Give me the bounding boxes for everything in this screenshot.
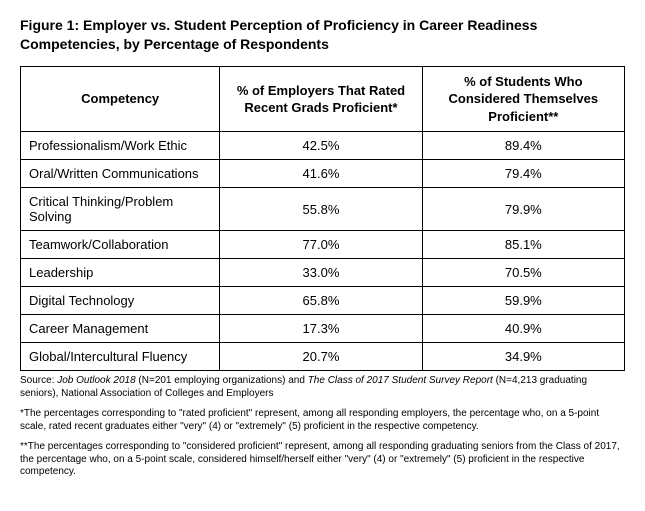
cell-employers: 55.8% [220, 188, 422, 231]
cell-employers: 42.5% [220, 132, 422, 160]
cell-competency: Career Management [21, 315, 220, 343]
cell-employers: 77.0% [220, 231, 422, 259]
source-ital-1: Job Outlook 2018 [57, 375, 138, 386]
cell-competency: Digital Technology [21, 287, 220, 315]
table-row: Leadership 33.0% 70.5% [21, 259, 625, 287]
cell-competency: Critical Thinking/Problem Solving [21, 188, 220, 231]
col-header-employers: % of Employers That Rated Recent Grads P… [220, 66, 422, 132]
col-header-competency: Competency [21, 66, 220, 132]
cell-employers: 65.8% [220, 287, 422, 315]
table-row: Digital Technology 65.8% 59.9% [21, 287, 625, 315]
cell-competency: Leadership [21, 259, 220, 287]
source-prefix: Source: [20, 375, 57, 386]
cell-employers: 20.7% [220, 343, 422, 371]
cell-employers: 41.6% [220, 160, 422, 188]
table-row: Oral/Written Communications 41.6% 79.4% [21, 160, 625, 188]
footnote-star1: *The percentages corresponding to "rated… [20, 408, 625, 433]
table-row: Global/Intercultural Fluency 20.7% 34.9% [21, 343, 625, 371]
cell-students: 70.5% [422, 259, 624, 287]
figure-title: Figure 1: Employer vs. Student Perceptio… [20, 16, 625, 54]
footnote-star2: **The percentages corresponding to "cons… [20, 441, 625, 479]
table-header-row: Competency % of Employers That Rated Rec… [21, 66, 625, 132]
cell-students: 89.4% [422, 132, 624, 160]
cell-students: 34.9% [422, 343, 624, 371]
cell-students: 40.9% [422, 315, 624, 343]
table-row: Professionalism/Work Ethic 42.5% 89.4% [21, 132, 625, 160]
source-ital-2: The Class of 2017 Student Survey Report [308, 375, 496, 386]
col-header-students: % of Students Who Considered Themselves … [422, 66, 624, 132]
cell-students: 79.9% [422, 188, 624, 231]
footnotes: Source: Job Outlook 2018 (N=201 employin… [20, 375, 625, 479]
cell-competency: Teamwork/Collaboration [21, 231, 220, 259]
cell-competency: Oral/Written Communications [21, 160, 220, 188]
cell-competency: Professionalism/Work Ethic [21, 132, 220, 160]
footnote-source: Source: Job Outlook 2018 (N=201 employin… [20, 375, 625, 400]
cell-students: 85.1% [422, 231, 624, 259]
cell-competency: Global/Intercultural Fluency [21, 343, 220, 371]
cell-students: 79.4% [422, 160, 624, 188]
table-row: Teamwork/Collaboration 77.0% 85.1% [21, 231, 625, 259]
proficiency-table: Competency % of Employers That Rated Rec… [20, 66, 625, 372]
cell-employers: 33.0% [220, 259, 422, 287]
table-row: Career Management 17.3% 40.9% [21, 315, 625, 343]
cell-students: 59.9% [422, 287, 624, 315]
source-mid-1: (N=201 employing organizations) and [138, 375, 307, 386]
cell-employers: 17.3% [220, 315, 422, 343]
table-row: Critical Thinking/Problem Solving 55.8% … [21, 188, 625, 231]
